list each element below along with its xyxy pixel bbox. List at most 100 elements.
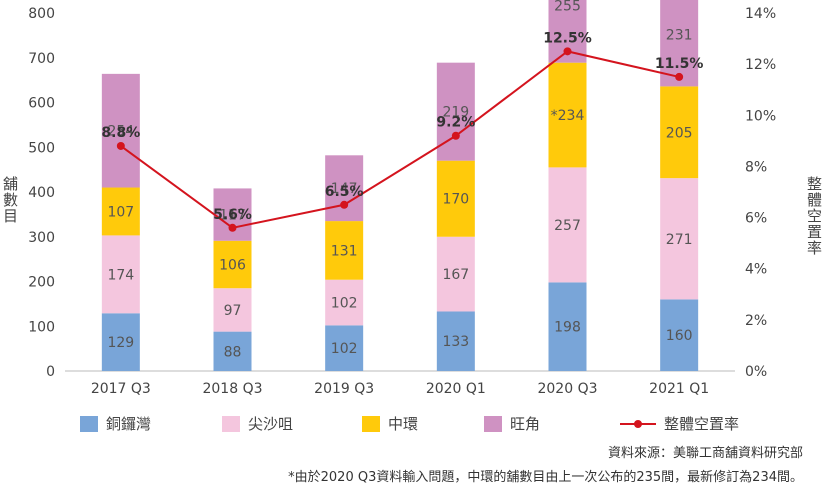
bar-value-label: 271 (666, 232, 693, 248)
bar-value-label: 205 (666, 125, 693, 141)
bar-value-label: 257 (554, 218, 581, 234)
y-tick-label: 400 (28, 185, 55, 201)
bar-segment (325, 221, 364, 280)
y-tick-label: 300 (28, 230, 55, 246)
bar-segment (660, 178, 699, 300)
y-tick-label: 500 (28, 140, 55, 156)
vacancy-rate-point (675, 72, 684, 81)
vacancy-rate-point (116, 141, 125, 150)
vacancy-rate-point (563, 47, 572, 56)
bar-segment (213, 188, 252, 241)
legend-item-mong-kok: 旺角 (484, 413, 540, 434)
legend-item-tsim-sha-tsui: 尖沙咀 (222, 413, 293, 434)
legend-label: 銅鑼灣 (106, 415, 152, 433)
bar-value-label: 219 (442, 105, 469, 121)
legend-swatch (80, 415, 98, 432)
bar-segment (325, 325, 364, 371)
bar-segment (101, 313, 140, 371)
y2-tick-label: 0% (745, 364, 767, 380)
bar-segment (548, 282, 587, 371)
bar-segment (660, 86, 699, 179)
bar-value-label: 106 (219, 257, 246, 273)
bar-value-label: 254 (107, 124, 134, 140)
vacancy-rate-label: 12.5% (543, 30, 592, 46)
footnote-text: *由於2020 Q3資料輸入問題，中環的舖數目由上一次公布的235間，最新修訂為… (288, 470, 803, 485)
vacancy-rate-point (451, 131, 460, 140)
bar-segment (548, 167, 587, 283)
bar-segment (660, 0, 699, 87)
bar-segment (213, 288, 252, 332)
bar-value-label: 231 (666, 28, 693, 44)
bar-value-label: 170 (442, 192, 469, 208)
y2-tick-label: 8% (745, 159, 767, 175)
legend-label: 旺角 (510, 415, 541, 433)
x-tick-label: 2021 Q1 (649, 381, 709, 397)
bar-value-label: 131 (331, 243, 358, 259)
bar-value-label: 88 (224, 344, 242, 360)
bar-value-label: 255 (554, 0, 581, 15)
bar-value-label: 198 (554, 320, 581, 336)
y2-tick-label: 12% (745, 57, 776, 73)
legend-item-vacancy-rate: 整體空置率 (620, 413, 739, 434)
legend-swatch (484, 415, 502, 432)
bar-value-label: 167 (442, 267, 469, 283)
y-axis-title: 舖數目 (1, 176, 19, 224)
y-tick-label: 100 (28, 319, 55, 335)
y2-tick-label: 2% (745, 313, 767, 329)
y-tick-label: 600 (28, 96, 55, 112)
bar-value-label: *234 (551, 108, 585, 124)
bar-value-label: 97 (224, 303, 242, 319)
vacancy-rate-point (340, 200, 349, 209)
bar-segment (101, 187, 140, 236)
bar-segment (548, 62, 587, 168)
bar-value-label: 174 (107, 267, 134, 283)
y2-tick-label: 10% (745, 108, 776, 124)
vacancy-rate-label: 11.5% (655, 56, 704, 72)
x-tick-label: 2017 Q3 (91, 381, 151, 397)
legend-item-causeway-bay: 銅鑼灣 (80, 413, 151, 434)
y-tick-label: 200 (28, 275, 55, 291)
vacancy-rate-label: 5.6% (213, 207, 252, 223)
x-tick-label: 2018 Q3 (202, 381, 262, 397)
bar-segment (325, 279, 364, 326)
y-tick-label: 700 (28, 51, 55, 67)
legend-line-swatch (620, 416, 656, 432)
legend-swatch (362, 415, 380, 432)
bar-value-label: 133 (442, 334, 469, 350)
legend-label: 整體空置率 (664, 415, 740, 433)
bar-value-label: 147 (331, 181, 358, 197)
bar-segment (325, 155, 364, 222)
legend-label: 尖沙咀 (248, 415, 294, 433)
bar-segment (101, 73, 140, 188)
bar-segment (436, 236, 475, 312)
y-tick-label: 800 (28, 6, 55, 22)
bar-segment (436, 311, 475, 371)
bar-value-label: 117 (219, 208, 246, 224)
legend-label: 中環 (388, 415, 419, 433)
legend-swatch (222, 415, 240, 432)
bar-value-label: 160 (666, 328, 693, 344)
y-tick-label: 0 (46, 364, 55, 380)
vacancy-rate-label: 8.8% (101, 125, 140, 141)
vacancy-rate-line (120, 50, 680, 229)
bar-segment (660, 299, 699, 371)
y2-axis-title: 整體空置率 (805, 176, 823, 256)
y2-tick-label: 4% (745, 262, 767, 278)
vacancy-rate-label: 9.2% (436, 115, 475, 131)
bar-segment (101, 235, 140, 314)
bar-segment (213, 240, 252, 289)
y2-tick-label: 14% (745, 6, 776, 22)
chart: 0 100 200 300 400 500 600 700 800 0% 2% 4% 6% 8% 10% 12… (28, 0, 776, 397)
x-tick-label: 2020 Q1 (426, 381, 486, 397)
bar-value-label: 107 (107, 204, 134, 220)
vacancy-rate-label: 6.5% (325, 184, 364, 200)
y2-tick-label: 6% (745, 211, 767, 227)
bar-segment (213, 331, 252, 371)
source-text: 資料來源：美聯工商舖資料研究部 (607, 446, 803, 461)
x-tick-label: 2019 Q3 (314, 381, 374, 397)
bar-value-label: 129 (107, 335, 134, 351)
legend: 銅鑼灣 尖沙咀 中環 旺角 整體空置率 (0, 413, 831, 437)
vacancy-rate-point (228, 223, 237, 232)
x-tick-label: 2020 Q3 (537, 381, 597, 397)
legend-item-central: 中環 (362, 413, 418, 434)
